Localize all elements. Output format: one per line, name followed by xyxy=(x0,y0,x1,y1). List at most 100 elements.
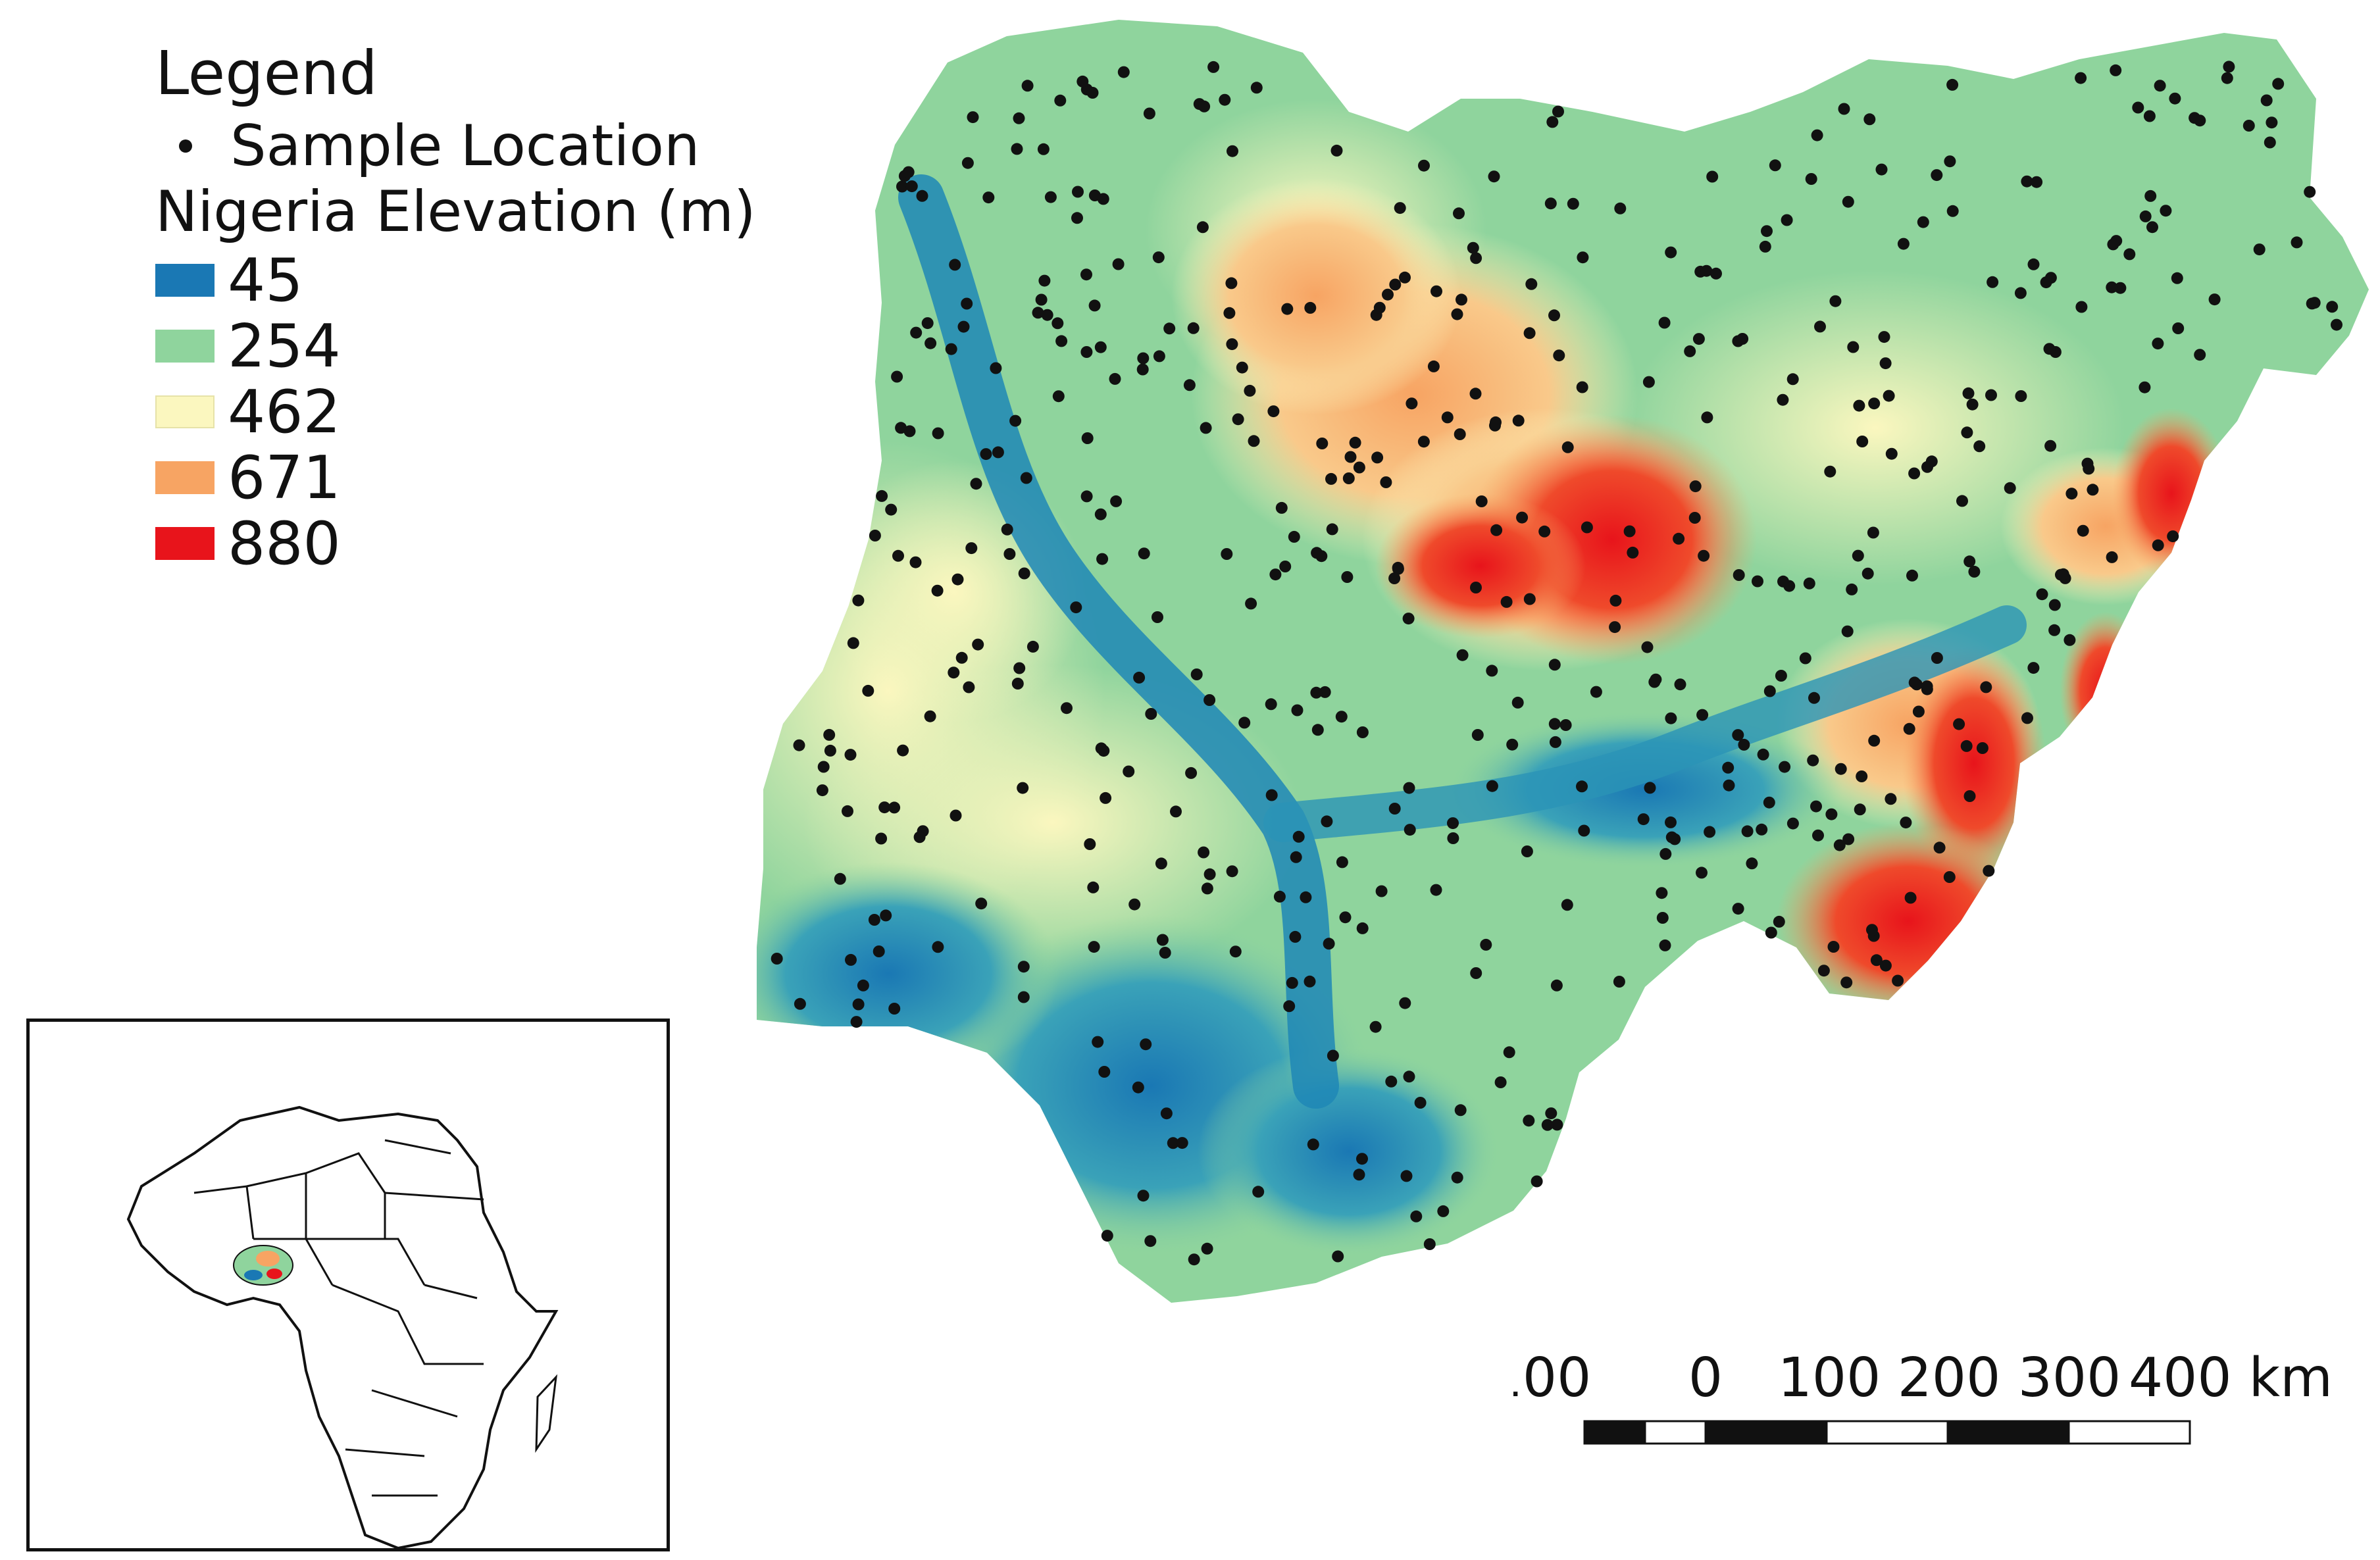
sample-location-point xyxy=(1098,1066,1111,1078)
sample-location-point xyxy=(1417,436,1430,448)
sample-location-point xyxy=(1190,668,1203,680)
sample-location-point xyxy=(965,542,978,555)
sample-location-point xyxy=(948,667,960,679)
sample-location-point xyxy=(1013,662,1026,674)
sample-location-point xyxy=(1017,991,1030,1003)
sample-location-point xyxy=(1138,547,1150,560)
sample-location-point xyxy=(1665,831,1678,843)
scale-label: 400 km xyxy=(2129,1347,2333,1409)
sample-location-point xyxy=(1373,301,1386,314)
sample-location-point xyxy=(1549,736,1561,748)
sample-location-point xyxy=(1456,293,1467,306)
sample-location-point xyxy=(1128,898,1141,911)
sample-location-point xyxy=(1846,583,1858,595)
sample-location-point xyxy=(1710,267,1722,280)
sample-location-point xyxy=(980,448,992,461)
sample-location-point xyxy=(1087,881,1100,893)
sample-location-point xyxy=(1960,740,1973,752)
sample-location-point xyxy=(1273,890,1286,903)
sample-location-point xyxy=(1906,569,1918,582)
legend-sample-entry: Sample Location xyxy=(155,113,756,179)
sample-location-point xyxy=(1136,363,1149,376)
sample-location-point xyxy=(1732,903,1744,915)
sample-location-point xyxy=(1559,719,1572,731)
sample-location-point xyxy=(1486,665,1498,677)
sample-location-point xyxy=(1925,455,1938,468)
sample-location-point xyxy=(1110,495,1123,507)
legend-color-swatch xyxy=(155,264,215,297)
sample-location-point xyxy=(1623,525,1636,538)
sample-location-point xyxy=(1943,871,1956,883)
sample-location-point xyxy=(845,953,857,966)
sample-location-point xyxy=(1152,611,1163,623)
sample-location-point xyxy=(1488,170,1500,183)
sample-location-point xyxy=(2208,293,2221,306)
sample-location-point xyxy=(1987,276,1999,288)
sample-location-point xyxy=(1812,829,1824,842)
sample-location-point xyxy=(1011,678,1024,690)
sample-location-point xyxy=(1817,965,1830,977)
sample-location-point xyxy=(2064,634,2076,646)
sample-location-point xyxy=(869,530,881,541)
sample-location-point xyxy=(1521,845,1533,857)
sample-location-point xyxy=(1892,974,1904,987)
sample-location-point xyxy=(1757,748,1769,761)
sample-location-point xyxy=(1856,436,1869,447)
sample-location-point xyxy=(1226,338,1238,351)
sample-location-point xyxy=(1335,711,1348,723)
sample-location-point xyxy=(1399,271,1411,284)
sample-location-point xyxy=(1641,641,1654,653)
sample-location-point xyxy=(1847,341,1860,353)
sample-location-point xyxy=(2304,186,2316,198)
sample-location-point xyxy=(1275,501,1288,514)
sample-location-point xyxy=(880,909,892,922)
sample-location-point xyxy=(1511,696,1524,709)
sample-location-point xyxy=(1011,143,1023,155)
legend-class-label: 45 xyxy=(228,245,303,315)
sample-location-point xyxy=(1956,495,1968,507)
sample-location-point xyxy=(955,651,968,664)
sample-location-point xyxy=(823,728,836,741)
sample-location-point xyxy=(1017,961,1030,973)
sample-location-point xyxy=(1198,100,1211,113)
sample-location-point xyxy=(1244,384,1256,397)
sample-location-point xyxy=(1551,1119,1563,1131)
sample-location-point xyxy=(992,446,1004,459)
legend-class-label: 880 xyxy=(228,509,341,578)
sample-location-point xyxy=(1238,717,1251,729)
sample-location-point xyxy=(1467,241,1479,254)
sample-location-point xyxy=(1394,202,1406,214)
legend-elevation-title: Nigeria Elevation (m) xyxy=(155,179,756,245)
sample-location-point xyxy=(1470,252,1482,264)
sample-location-point xyxy=(1861,567,1874,580)
sample-location-point xyxy=(1265,789,1278,801)
sample-location-point xyxy=(1700,264,1713,277)
legend-class-label: 254 xyxy=(228,311,341,381)
sample-location-point xyxy=(850,1016,863,1028)
sample-location-point xyxy=(1423,1238,1436,1250)
sample-location-point xyxy=(1431,285,1442,297)
sample-location-point xyxy=(868,914,880,926)
sample-location-point xyxy=(1013,112,1025,124)
sample-location-point xyxy=(1026,640,1039,653)
sample-location-point xyxy=(1037,143,1050,155)
sample-location-point xyxy=(1781,214,1793,226)
sample-location-point xyxy=(1866,924,1878,936)
sample-location-point xyxy=(1289,930,1302,943)
sample-location-point xyxy=(1356,1153,1368,1165)
sample-location-point xyxy=(945,343,957,355)
sample-location-point xyxy=(895,422,907,434)
sample-location-point xyxy=(1704,826,1716,838)
sample-location-point xyxy=(1976,742,1988,754)
sample-location-point xyxy=(2272,78,2285,90)
sample-location-point xyxy=(1985,389,1997,401)
sample-location-point xyxy=(1701,411,1713,424)
sample-location-point xyxy=(1912,705,1925,718)
sample-location-point xyxy=(888,801,901,814)
sample-location-point xyxy=(1962,387,1975,399)
sample-location-point xyxy=(1885,793,1897,805)
sample-location-point xyxy=(1269,568,1282,581)
sample-location-point xyxy=(1799,652,1811,665)
sample-location-point xyxy=(1698,549,1710,562)
sample-location-point xyxy=(921,317,934,330)
